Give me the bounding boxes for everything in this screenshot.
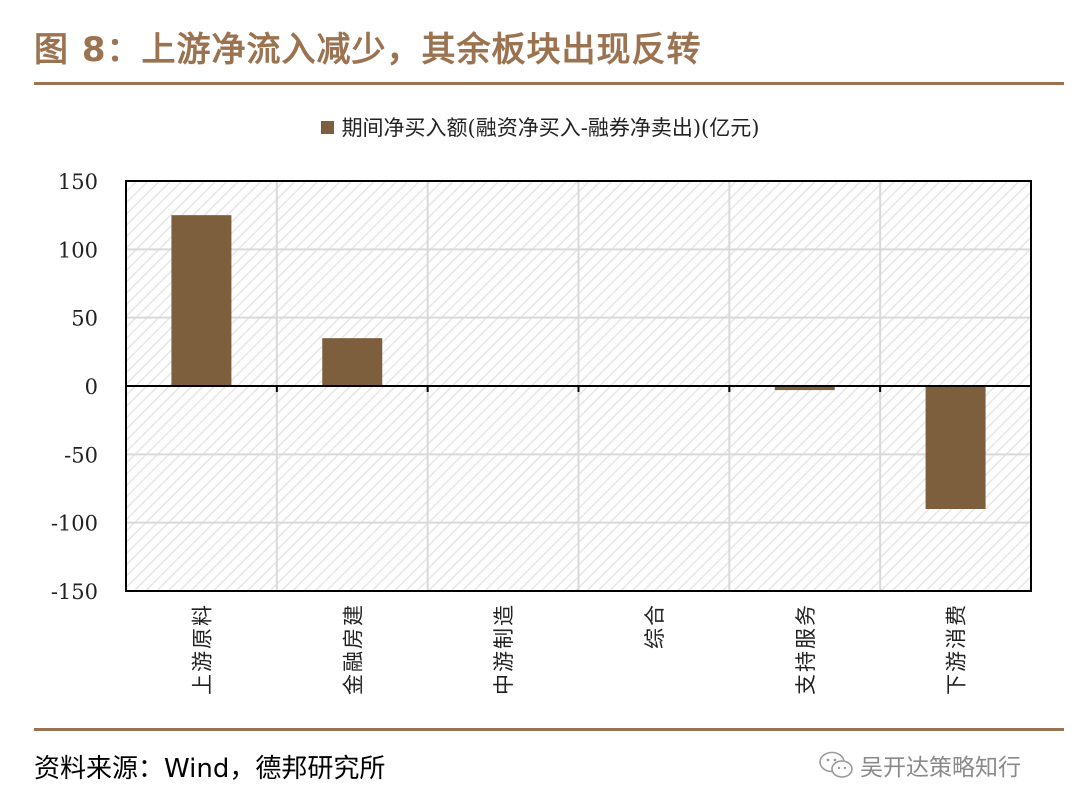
- figure-title: 图 8：上游净流入减少，其余板块出现反转: [34, 30, 702, 70]
- bottom-divider: [34, 728, 1064, 731]
- y-tick-label: -150: [51, 580, 98, 604]
- wechat-icon: [819, 751, 853, 778]
- watermark: 吴开达策略知行: [818, 748, 1021, 782]
- bar-5: [774, 386, 835, 391]
- y-tick-label: 0: [85, 375, 98, 399]
- bar-6: [925, 386, 986, 509]
- x-category-label: 金融房建: [341, 603, 365, 695]
- y-tick-label: 50: [71, 307, 98, 331]
- chart-legend: 期间净买入额(融资净买入-融券净卖出)(亿元): [0, 112, 1080, 142]
- bar-chart: 150 100 50 0 -50 -100 -150 上游原料 金融房建 中游制造 综合 支持服务 下游…: [51, 170, 1032, 695]
- x-category-label: 上游原料: [190, 603, 214, 695]
- y-tick-label: 100: [58, 238, 98, 262]
- x-category-label: 下游消费: [945, 603, 969, 695]
- legend-swatch: [320, 121, 334, 134]
- x-category-label: 综合: [643, 603, 667, 649]
- watermark-text: 吴开达策略知行: [860, 755, 1021, 781]
- bar-1: [171, 215, 232, 386]
- bar-2: [322, 338, 383, 386]
- y-tick-label: 150: [58, 170, 98, 194]
- y-tick-label: -50: [64, 443, 98, 467]
- legend-label: 期间净买入额(融资净买入-融券净卖出)(亿元): [341, 116, 760, 140]
- x-category-label: 中游制造: [492, 603, 516, 695]
- source-note: 资料来源：Wind，德邦研究所: [34, 754, 386, 784]
- x-category-label: 支持服务: [794, 603, 818, 695]
- y-tick-label: -100: [51, 512, 98, 536]
- top-divider: [34, 82, 1064, 85]
